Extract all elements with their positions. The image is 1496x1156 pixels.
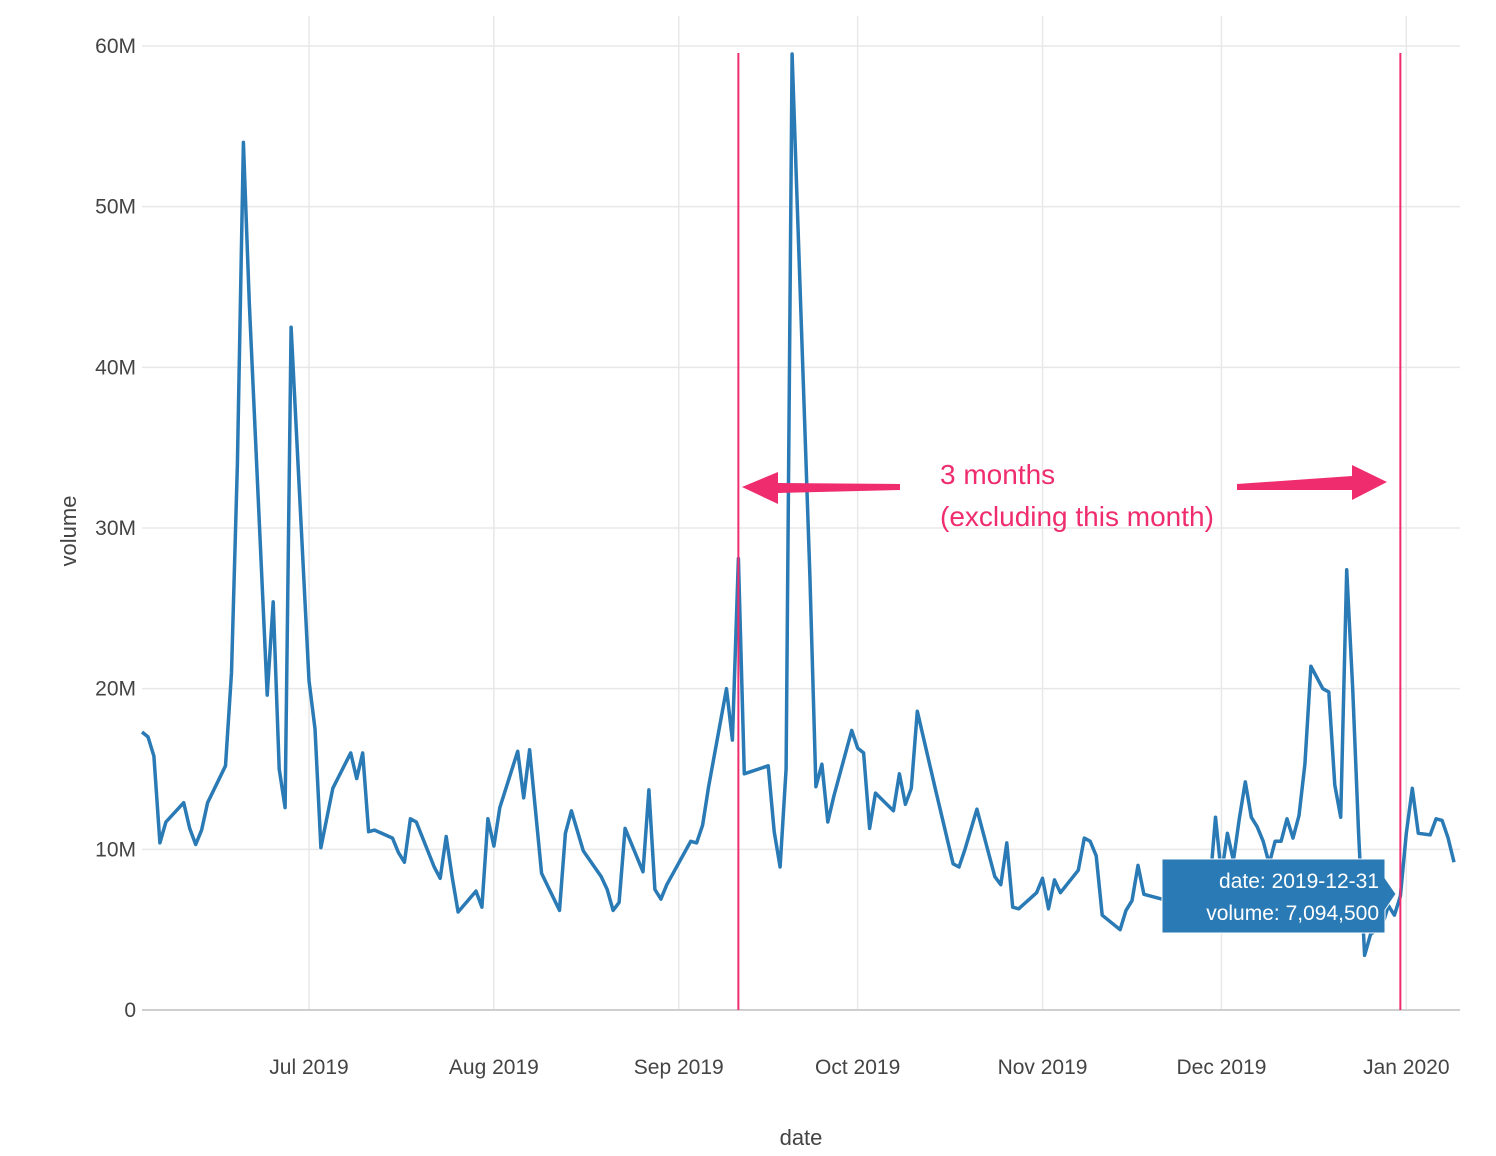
x-tick-label: Aug 2019 (449, 1056, 539, 1079)
series-line (140, 52, 1456, 958)
y-tick-label: 40M (95, 356, 136, 379)
x-axis-title: date (780, 1125, 823, 1150)
y-axis-title: volume (56, 496, 81, 567)
left-arrow-icon (742, 472, 900, 504)
annotation-line-2: (excluding this month) (940, 501, 1214, 532)
series-layer (140, 52, 1456, 958)
x-tick-label: Nov 2019 (998, 1056, 1088, 1079)
tooltip-volume: volume: 7,094,500 (1206, 902, 1379, 925)
vertical-markers (737, 53, 1402, 1010)
annotation-line-1: 3 months (940, 459, 1055, 490)
tooltip-box (1161, 858, 1397, 934)
y-tick-label: 50M (95, 196, 136, 219)
y-tick-label: 10M (95, 838, 136, 861)
tooltip-date: date: 2019-12-31 (1219, 870, 1379, 893)
y-tick-label: 30M (95, 517, 136, 540)
x-tick-label: Jul 2019 (269, 1056, 348, 1079)
hover-tooltip: date: 2019-12-31 volume: 7,094,500 (1161, 858, 1397, 934)
y-tick-label: 60M (95, 35, 136, 58)
x-tick-label: Jan 2020 (1363, 1056, 1449, 1079)
x-axis-ticks: Jul 2019 Aug 2019 Sep 2019 Oct 2019 Nov 2019… (269, 1056, 1449, 1079)
x-tick-label: Dec 2019 (1176, 1056, 1266, 1079)
y-axis-ticks: 0 10M 20M 30M 40M 50M 60M (95, 35, 136, 1022)
x-tick-label: Oct 2019 (815, 1056, 900, 1079)
right-arrow-icon (1237, 465, 1387, 500)
y-tick-label: 0 (124, 999, 136, 1022)
y-tick-label: 20M (95, 678, 136, 701)
annotation: 3 months (excluding this month) (742, 459, 1387, 532)
x-tick-label: Sep 2019 (634, 1056, 724, 1079)
